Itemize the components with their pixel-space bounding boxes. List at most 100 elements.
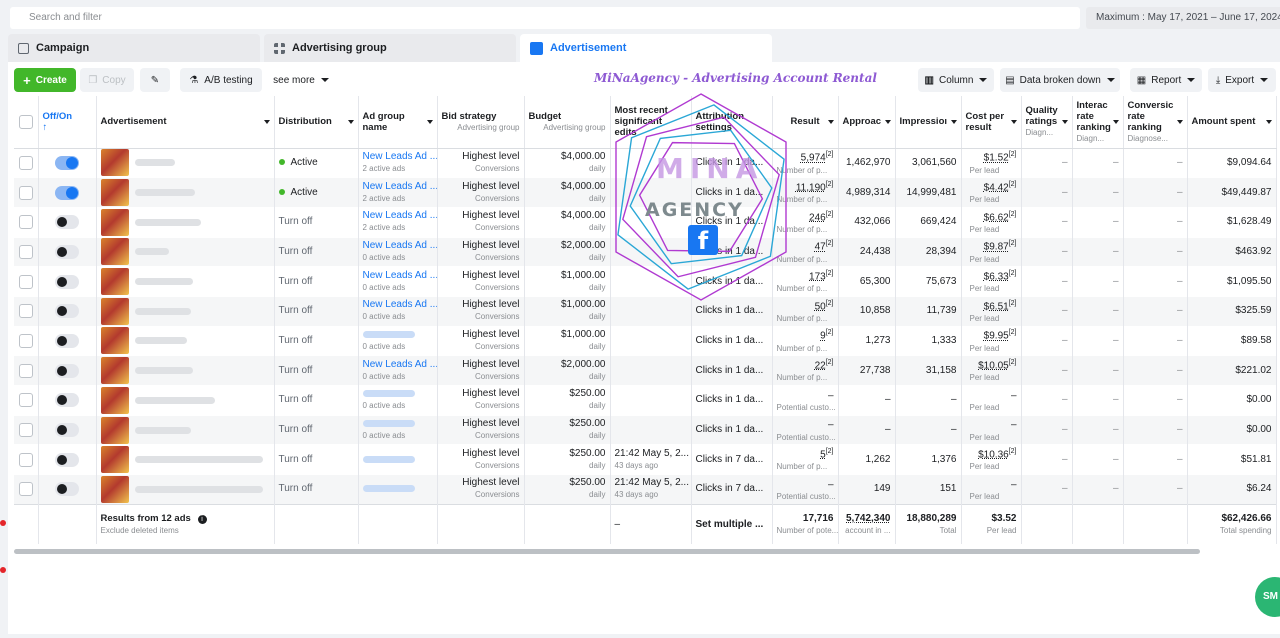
header-cpr[interactable]: Cost per result — [961, 96, 1022, 149]
table-row[interactable]: Turn off 0 active ads Highest level Conve… — [14, 415, 1277, 445]
table-row[interactable]: Turn off New Leads Ad ... 0 active ads Hi… — [14, 266, 1277, 297]
ad-toggle-switch[interactable] — [55, 215, 79, 230]
copy-button[interactable]: ❐ Copy — [80, 68, 134, 92]
row-select-cell[interactable] — [14, 415, 39, 445]
ad-name-cell[interactable] — [96, 355, 275, 386]
budget-cell[interactable]: $250.00 daily — [524, 385, 611, 416]
adgroup-cell[interactable]: New Leads Ad ... 0 active ads — [358, 266, 438, 297]
create-button[interactable]: + Create — [14, 68, 76, 92]
ad-toggle-switch[interactable] — [55, 363, 79, 378]
ad-blurred-name[interactable] — [134, 159, 175, 167]
budget-cell[interactable]: $1,000.00 daily — [524, 266, 611, 297]
row-toggle-cell[interactable] — [38, 444, 97, 475]
edit-button[interactable]: ✎ — [140, 68, 170, 92]
row-toggle-cell[interactable] — [38, 148, 97, 178]
ad-name-cell[interactable] — [96, 177, 275, 208]
row-toggle-cell[interactable] — [38, 237, 97, 267]
ab-testing-button[interactable]: ⚗ A/B testing — [180, 68, 262, 92]
row-checkbox[interactable] — [18, 482, 33, 497]
row-checkbox[interactable] — [18, 215, 33, 230]
tab-advertisement[interactable]: Advertisement — [520, 34, 772, 62]
adgroup-link[interactable]: New Leads Ad ... — [362, 180, 437, 192]
row-select-cell[interactable] — [14, 355, 39, 386]
adgroup-cell[interactable]: 0 active ads — [358, 326, 438, 356]
adgroup-link[interactable]: New Leads Ad ... — [362, 239, 437, 251]
row-checkbox[interactable] — [18, 304, 33, 319]
ad-name-cell[interactable] — [96, 237, 275, 267]
row-select-cell[interactable] — [14, 177, 39, 208]
ad-name-cell[interactable] — [96, 296, 275, 327]
row-toggle-cell[interactable] — [38, 355, 97, 386]
row-checkbox[interactable] — [18, 155, 33, 170]
row-toggle-cell[interactable] — [38, 177, 97, 208]
column-button[interactable]: ▥ Column — [918, 68, 994, 92]
adgroup-cell[interactable] — [358, 474, 438, 505]
row-select-cell[interactable] — [14, 207, 39, 238]
table-row[interactable]: Turn off New Leads Ad ... 0 active ads Hi… — [14, 355, 1277, 386]
header-impressions[interactable]: Impressioı — [895, 96, 962, 149]
date-range-picker[interactable]: Maximum : May 17, 2021 – June 17, 2024 — [1086, 7, 1280, 29]
header-interaction[interactable]: Interac rate ranking Diagn... — [1072, 96, 1124, 149]
ad-blurred-name[interactable] — [134, 248, 169, 256]
header-approach[interactable]: Approac — [838, 96, 896, 149]
adgroup-cell[interactable]: New Leads Ad ... 0 active ads — [358, 296, 438, 327]
search-filter-input[interactable]: Search and filter — [10, 7, 1080, 29]
row-select-cell[interactable] — [14, 385, 39, 416]
ad-toggle-switch[interactable] — [55, 333, 79, 348]
ad-blurred-name[interactable] — [134, 367, 193, 375]
adgroup-link[interactable]: New Leads Ad ... — [362, 150, 437, 162]
tab-advertising-group[interactable]: Advertising group — [264, 34, 516, 62]
ad-blurred-name[interactable] — [134, 307, 191, 315]
row-select-cell[interactable] — [14, 444, 39, 475]
adgroup-link[interactable]: New Leads Ad ... — [362, 210, 437, 222]
row-select-cell[interactable] — [14, 266, 39, 297]
table-row[interactable]: Turn off 0 active ads Highest level Conve… — [14, 326, 1277, 356]
ad-blurred-name[interactable] — [134, 396, 215, 404]
ad-name-cell[interactable] — [96, 148, 275, 178]
ad-blurred-name[interactable] — [134, 456, 263, 464]
ad-name-cell[interactable] — [96, 326, 275, 356]
row-toggle-cell[interactable] — [38, 207, 97, 238]
budget-cell[interactable]: $4,000.00 daily — [524, 177, 611, 208]
budget-cell[interactable]: $1,000.00 daily — [524, 296, 611, 327]
row-select-cell[interactable] — [14, 148, 39, 178]
see-more-button[interactable]: see more — [270, 68, 332, 92]
adgroup-cell[interactable]: New Leads Ad ... 2 active ads — [358, 207, 438, 238]
row-toggle-cell[interactable] — [38, 296, 97, 327]
header-offon[interactable]: Off/On ↑ — [38, 96, 97, 149]
header-adgroup[interactable]: Ad group name — [358, 96, 438, 149]
table-row[interactable]: Turn off Highest level Conversions $250.0… — [14, 474, 1277, 505]
ad-toggle-switch[interactable] — [55, 304, 79, 319]
ad-toggle-switch[interactable] — [55, 393, 79, 408]
row-checkbox[interactable] — [18, 244, 33, 259]
horizontal-scrollbar[interactable] — [14, 549, 1200, 554]
header-budget[interactable]: Budget Advertising group — [524, 96, 611, 149]
ad-name-cell[interactable] — [96, 385, 275, 416]
row-checkbox[interactable] — [18, 393, 33, 408]
table-row[interactable]: Turn off 0 active ads Highest level Conve… — [14, 385, 1277, 416]
adgroup-cell[interactable]: New Leads Ad ... 0 active ads — [358, 355, 438, 386]
export-button[interactable]: ⤓ Export — [1208, 68, 1276, 92]
header-spent[interactable]: Amount spent — [1187, 96, 1277, 149]
row-toggle-cell[interactable] — [38, 266, 97, 297]
row-checkbox[interactable] — [18, 185, 33, 200]
ad-name-cell[interactable] — [96, 474, 275, 505]
row-toggle-cell[interactable] — [38, 415, 97, 445]
ad-blurred-name[interactable] — [134, 189, 195, 197]
header-attribution[interactable]: Attribution settings — [691, 96, 773, 149]
header-advertisement[interactable]: Advertisement — [96, 96, 275, 149]
select-all-checkbox[interactable] — [18, 114, 33, 129]
header-conversion[interactable]: Conversic rate ranking Diagnose... — [1123, 96, 1188, 149]
row-checkbox[interactable] — [18, 452, 33, 467]
row-checkbox[interactable] — [18, 274, 33, 289]
ad-blurred-name[interactable] — [134, 426, 191, 434]
adgroup-blurred-name[interactable] — [362, 330, 415, 338]
adgroup-cell[interactable]: New Leads Ad ... 0 active ads — [358, 237, 438, 267]
adgroup-cell[interactable]: 0 active ads — [358, 415, 438, 445]
header-result[interactable]: Result — [772, 96, 839, 149]
chat-bubble-button[interactable]: SM — [1255, 577, 1280, 617]
table-row[interactable]: Active New Leads Ad ... 2 active ads High… — [14, 148, 1277, 178]
budget-cell[interactable]: $2,000.00 daily — [524, 355, 611, 386]
budget-cell[interactable]: $1,000.00 daily — [524, 326, 611, 356]
row-select-cell[interactable] — [14, 474, 39, 505]
